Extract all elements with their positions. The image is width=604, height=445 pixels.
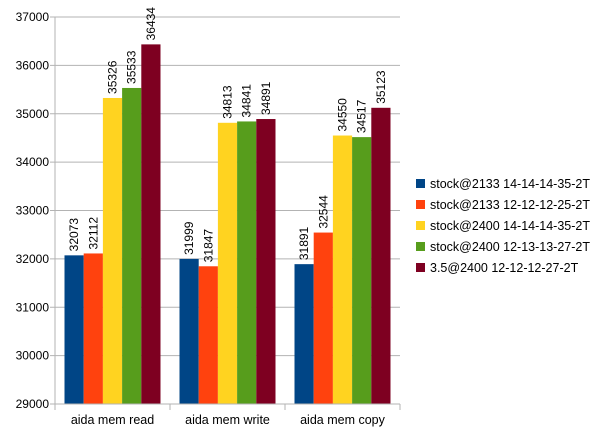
bar [141,44,161,404]
legend-swatch [416,221,425,230]
y-tick-label: 30000 [16,349,50,363]
legend-swatch [416,200,425,209]
legend-entry: 3.5@2400 12-12-12-27-2T [430,261,579,275]
data-label: 31891 [297,226,311,260]
bar [352,137,372,405]
data-label: 35123 [374,70,388,104]
x-tick-label: aida mem copy [300,413,386,427]
x-axis: aida mem read aida mem write aida mem copy [54,403,401,427]
data-label: 36434 [144,7,158,41]
data-label: 34891 [259,81,273,115]
x-tick-label: aida mem read [71,413,154,427]
y-tick-label: 36000 [16,58,50,72]
legend-entry: stock@2133 14-14-14-35-2T [430,177,590,191]
data-label: 32544 [316,195,330,229]
y-tick-label: 33000 [16,204,50,218]
legend-swatch [416,179,425,188]
legend-entry: stock@2133 12-12-12-25-2T [430,198,590,212]
data-label: 32073 [67,218,81,252]
data-label: 31847 [201,229,215,263]
y-tick-label: 31000 [16,300,50,314]
data-label: 32112 [86,217,100,250]
y-tick-label: 29000 [16,397,50,411]
bar [237,121,257,405]
bar [217,122,238,404]
x-tick-label: aida mem write [185,413,270,427]
legend-swatch [416,263,425,272]
y-axis: 29000 30000 31000 32000 33000 34000 35000 36000… [16,10,56,411]
legend-entry: stock@2400 12-13-13-27-2T [430,240,590,254]
data-label: 34517 [355,99,369,133]
bar [83,253,103,404]
bar [294,264,314,404]
legend: stock@2133 14-14-14-35-2T stock@2133 12-1… [416,177,590,275]
bars [64,44,391,405]
bar [371,107,391,405]
bar [179,258,199,404]
bar [256,119,276,404]
data-label: 35533 [125,50,139,84]
bar [198,266,218,404]
data-labels: 32073 32112 35326 35533 36434 31999 31847 34813… [67,7,388,263]
y-tick-label: 32000 [16,252,50,266]
bar [122,87,142,404]
bar [64,255,84,404]
bar [332,135,353,405]
y-tick-label: 34000 [16,155,50,169]
legend-swatch [416,242,425,251]
data-label: 35326 [106,60,120,94]
legend-entry: stock@2400 14-14-14-35-2T [430,219,590,233]
data-label: 31999 [182,221,196,255]
bar [313,232,333,404]
bar [102,97,123,405]
y-tick-label: 35000 [16,107,50,121]
y-tick-label: 37000 [16,10,50,24]
data-label: 34841 [240,84,254,118]
data-label: 34813 [221,85,235,119]
data-label: 34550 [336,98,350,132]
